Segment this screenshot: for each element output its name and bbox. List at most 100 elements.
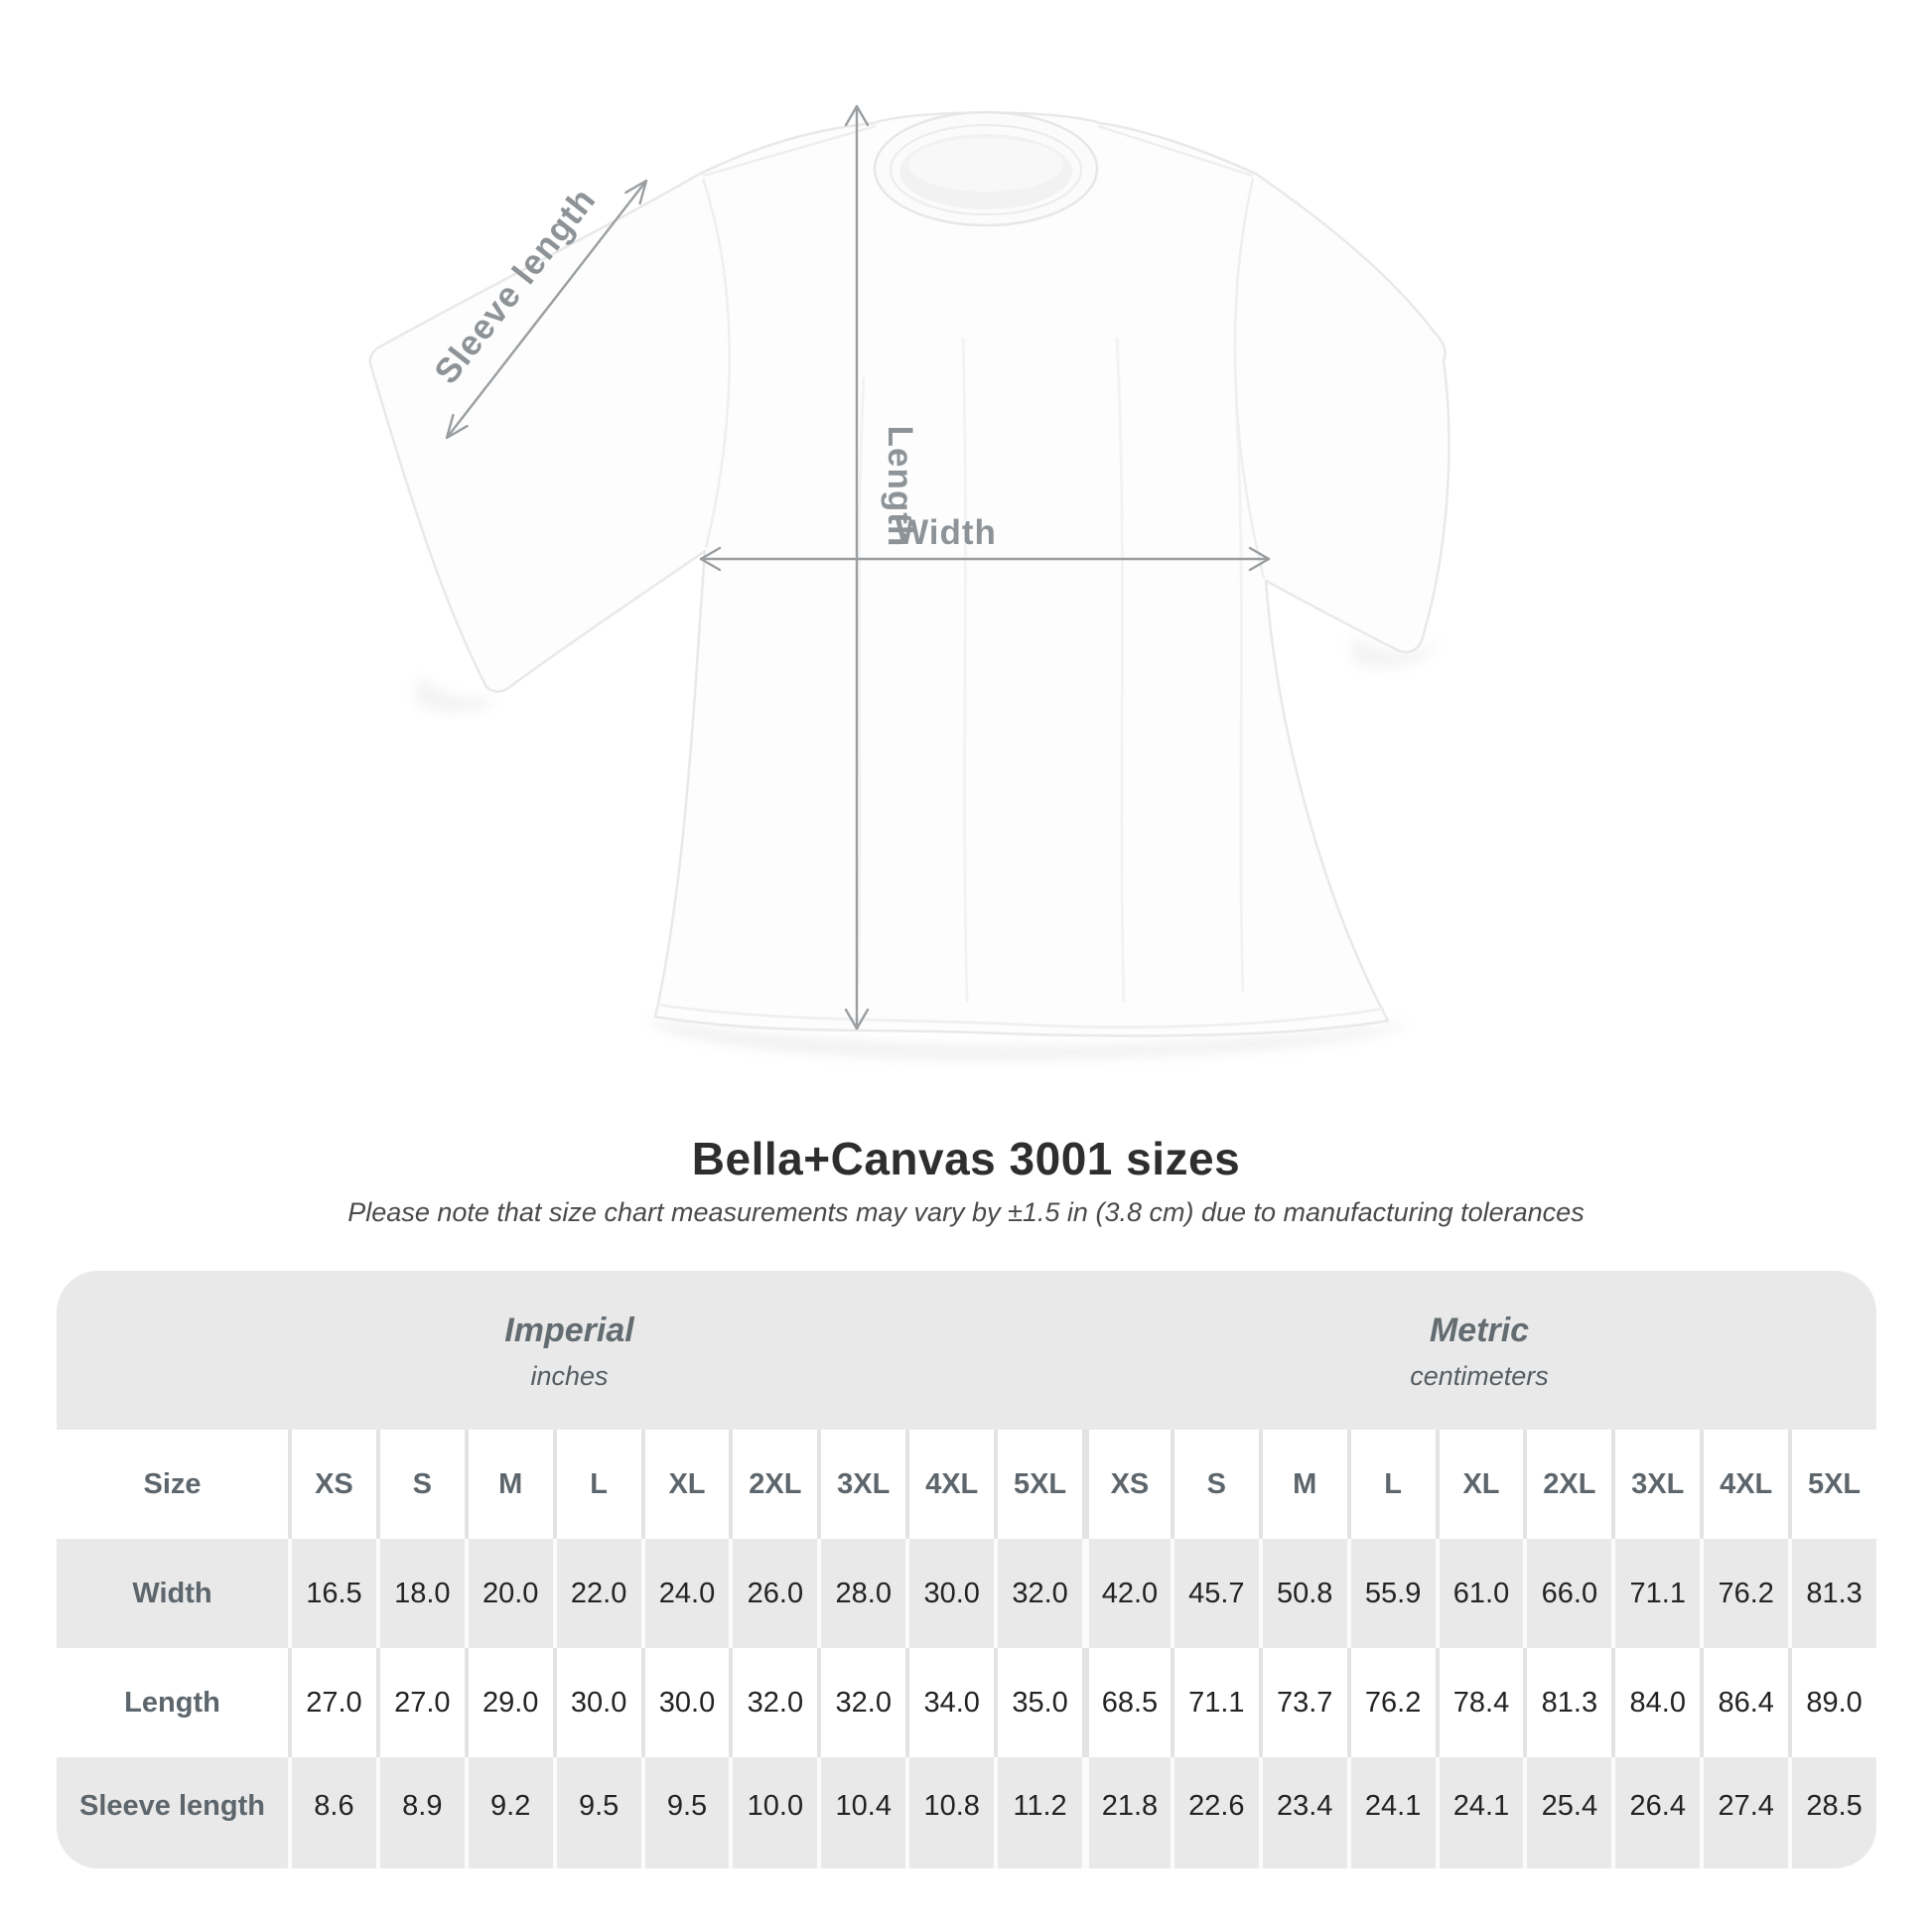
tshirt-illustration: Length Width Sleeve length	[368, 104, 1450, 1060]
imperial-header-label: Imperial	[504, 1311, 634, 1349]
length-arrow	[844, 104, 870, 1031]
size-header-metric-5xl: 5XL	[1788, 1430, 1876, 1539]
right-cuff-shadow	[1350, 635, 1440, 668]
table-cell-width-metric-4xl: 76.2	[1700, 1539, 1788, 1648]
table-cell-length-imperial-5xl: 35.0	[994, 1648, 1082, 1757]
table-cell-length-imperial-3xl: 32.0	[817, 1648, 906, 1757]
size-header-imperial-2xl: 2XL	[729, 1430, 818, 1539]
size-header-metric-2xl: 2XL	[1523, 1430, 1612, 1539]
size-column-header: Size	[57, 1430, 288, 1539]
size-header-imperial-3xl: 3XL	[817, 1430, 906, 1539]
table-cell-width-metric-l: 55.9	[1346, 1539, 1436, 1648]
fabric-creases	[856, 337, 1245, 1004]
size-header-metric-4xl: 4XL	[1700, 1430, 1789, 1539]
length-label: Length	[881, 426, 919, 548]
table-cell-sleeve-length-imperial-s: 8.9	[375, 1757, 465, 1868]
table-cell-sleeve-length-imperial-l: 9.5	[552, 1757, 641, 1868]
table-cell-length-metric-l: 76.2	[1346, 1648, 1436, 1757]
table-cell-width-metric-m: 50.8	[1258, 1539, 1347, 1648]
table-cell-length-imperial-l: 30.0	[552, 1648, 641, 1757]
heading-block: Bella+Canvas 3001 sizes Please note that…	[0, 1134, 1932, 1229]
table-cell-length-imperial-xs: 27.0	[288, 1648, 376, 1757]
table-cell-sleeve-length-metric-l: 24.1	[1346, 1757, 1436, 1868]
size-header-metric-s: S	[1170, 1430, 1259, 1539]
size-header-metric-l: L	[1346, 1430, 1436, 1539]
table-cell-sleeve-length-metric-xl: 24.1	[1435, 1757, 1524, 1868]
table-cell-sleeve-length-imperial-m: 9.2	[464, 1757, 553, 1868]
page-title: Bella+Canvas 3001 sizes	[691, 1133, 1241, 1184]
table-cell-width-metric-xl: 61.0	[1435, 1539, 1524, 1648]
sleeve-length-arrow	[445, 179, 648, 440]
size-header-imperial-s: S	[375, 1430, 465, 1539]
seam-lines	[656, 124, 1385, 1029]
table-cell-length-metric-m: 73.7	[1258, 1648, 1347, 1757]
table-cell-length-metric-3xl: 84.0	[1611, 1648, 1701, 1757]
table-cell-width-imperial-l: 22.0	[552, 1539, 641, 1648]
collar-rib	[890, 124, 1082, 215]
table-cell-length-imperial-xl: 30.0	[640, 1648, 730, 1757]
table-cell-width-imperial-3xl: 28.0	[817, 1539, 905, 1648]
table-cell-width-imperial-2xl: 26.0	[729, 1539, 817, 1648]
table-cell-length-imperial-4xl: 34.0	[905, 1648, 995, 1757]
row-label-sleeve-length: Sleeve length	[79, 1789, 265, 1822]
imperial-unit-label: inches	[530, 1361, 609, 1391]
table-cell-sleeve-length-imperial-4xl: 10.8	[905, 1757, 994, 1868]
table-cell-width-metric-5xl: 81.3	[1788, 1539, 1876, 1648]
table-cell-width-imperial-xs: 16.5	[288, 1539, 376, 1648]
size-header-metric-xs: XS	[1081, 1430, 1171, 1539]
table-cell-length-metric-5xl: 89.0	[1788, 1648, 1876, 1757]
hem-shadow	[645, 1019, 1410, 1060]
table-cell-length-metric-xl: 78.4	[1435, 1648, 1524, 1757]
table-cell-sleeve-length-imperial-3xl: 10.4	[817, 1757, 905, 1868]
tolerance-note: Please note that size chart measurements…	[347, 1197, 1585, 1227]
left-cuff-shadow	[417, 675, 501, 713]
table-cell-sleeve-length-imperial-xl: 9.5	[640, 1757, 730, 1868]
tshirt-measurement-diagram: Length Width Sleeve length	[268, 79, 1479, 1092]
table-cell-length-metric-xs: 68.5	[1081, 1648, 1171, 1757]
table-cell-sleeve-length-metric-2xl: 25.4	[1523, 1757, 1611, 1868]
tshirt-body	[368, 111, 1450, 1037]
size-table: Imperial inches Metric centimeters Size X…	[57, 1271, 1876, 1868]
table-cell-sleeve-length-metric-m: 23.4	[1258, 1757, 1347, 1868]
table-cell-length-imperial-s: 27.0	[375, 1648, 465, 1757]
table-cell-width-metric-3xl: 71.1	[1611, 1539, 1700, 1648]
table-cell-width-imperial-m: 20.0	[464, 1539, 553, 1648]
size-grid: Size XS S M L XL 2XL 3XL 4XL 5XL XS S M L XL 2XL 3XL 4XL 5…	[57, 1430, 1876, 1868]
table-cell-width-imperial-xl: 24.0	[640, 1539, 730, 1648]
table-cell-width-metric-xs: 42.0	[1081, 1539, 1171, 1648]
table-cell-sleeve-length-imperial-xs: 8.6	[288, 1757, 376, 1868]
size-header-imperial-l: L	[552, 1430, 641, 1539]
metric-unit-label: centimeters	[1410, 1361, 1549, 1391]
table-cell-sleeve-length-metric-xs: 21.8	[1081, 1757, 1171, 1868]
size-header-imperial-xs: XS	[288, 1430, 376, 1539]
table-cell-sleeve-length-imperial-5xl: 11.2	[994, 1757, 1082, 1868]
imperial-section-header: Imperial inches	[57, 1271, 1082, 1430]
table-cell-width-imperial-4xl: 30.0	[905, 1539, 994, 1648]
row-label-length: Length	[57, 1648, 288, 1757]
table-cell-length-metric-s: 71.1	[1170, 1648, 1259, 1757]
table-cell-length-metric-2xl: 81.3	[1523, 1648, 1612, 1757]
table-cell-sleeve-length-metric-4xl: 27.4	[1700, 1757, 1788, 1868]
size-header-metric-xl: XL	[1435, 1430, 1524, 1539]
size-header-metric-3xl: 3XL	[1611, 1430, 1701, 1539]
units-header-row: Imperial inches Metric centimeters	[57, 1271, 1876, 1430]
size-header-imperial-4xl: 4XL	[905, 1430, 995, 1539]
table-cell-width-imperial-s: 18.0	[375, 1539, 465, 1648]
width-label: Width	[896, 513, 997, 552]
size-header-metric-m: M	[1258, 1430, 1347, 1539]
size-header-imperial-xl: XL	[640, 1430, 730, 1539]
table-cell-length-metric-4xl: 86.4	[1700, 1648, 1789, 1757]
metric-header-label: Metric	[1429, 1311, 1530, 1349]
row-label-width: Width	[132, 1577, 212, 1609]
table-cell-sleeve-length-imperial-2xl: 10.0	[729, 1757, 817, 1868]
table-cell-width-metric-2xl: 66.0	[1523, 1539, 1611, 1648]
table-cell-sleeve-length-metric-5xl: 28.5	[1788, 1757, 1876, 1868]
collar-back-fabric	[908, 138, 1063, 192]
size-header-imperial-m: M	[464, 1430, 553, 1539]
table-cell-sleeve-length-metric-3xl: 26.4	[1611, 1757, 1700, 1868]
metric-section-header: Metric centimeters	[1082, 1271, 1876, 1430]
table-cell-length-imperial-2xl: 32.0	[729, 1648, 818, 1757]
table-cell-sleeve-length-metric-s: 22.6	[1170, 1757, 1259, 1868]
size-header-imperial-5xl: 5XL	[994, 1430, 1082, 1539]
